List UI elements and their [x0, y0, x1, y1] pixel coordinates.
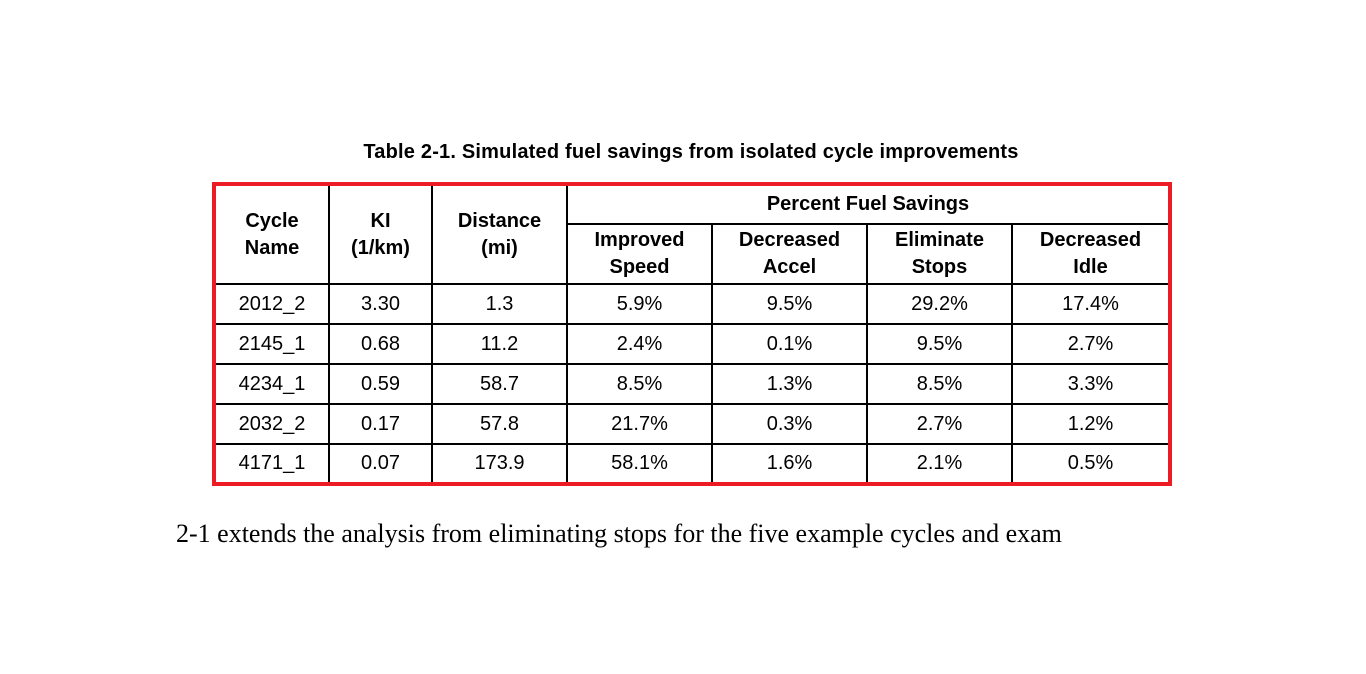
header-eliminate-stops: Eliminate Stops [866, 223, 1013, 285]
header-cycle-name: Cycle Name [213, 183, 330, 285]
header-decreased-accel: Decreased Accel [711, 223, 868, 285]
cell-cycle-name: 2012_2 [213, 283, 330, 325]
table-caption: Table 2-1. Simulated fuel savings from i… [363, 141, 1019, 163]
cell-decreased-idle: 2.7% [1011, 323, 1171, 365]
cell-eliminate-stops: 8.5% [866, 363, 1013, 405]
table-row: 2145_1 0.68 11.2 2.4% 0.1% 9.5% 2.7% [213, 323, 1171, 365]
cell-distance: 11.2 [431, 323, 568, 365]
header-row-top: Cycle Name KI (1/km) Distance (mi) Perce… [213, 183, 1171, 285]
cell-decreased-accel: 9.5% [711, 283, 868, 325]
cell-cycle-name: 2145_1 [213, 323, 330, 365]
cell-decreased-idle: 0.5% [1011, 443, 1171, 485]
cell-ki: 0.59 [328, 363, 433, 405]
table-row: 4171_1 0.07 173.9 58.1% 1.6% 2.1% 0.5% [213, 443, 1171, 485]
header-improved-speed: Improved Speed [566, 223, 713, 285]
cell-distance: 58.7 [431, 363, 568, 405]
cell-decreased-accel: 0.3% [711, 403, 868, 445]
cell-eliminate-stops: 29.2% [866, 283, 1013, 325]
cell-eliminate-stops: 2.7% [866, 403, 1013, 445]
fuel-savings-table: Cycle Name KI (1/km) Distance (mi) Perce… [212, 182, 1172, 486]
cell-decreased-accel: 1.3% [711, 363, 868, 405]
cell-distance: 173.9 [431, 443, 568, 485]
header-ki: KI (1/km) [328, 183, 433, 285]
cell-ki: 0.68 [328, 323, 433, 365]
cell-improved-speed: 5.9% [566, 283, 713, 325]
header-row-sub: Improved Speed Decreased Accel Eliminate… [214, 223, 1171, 285]
body-paragraph: 2-1 extends the analysis from eliminatin… [176, 519, 1062, 548]
cell-ki: 0.07 [328, 443, 433, 485]
cell-decreased-idle: 17.4% [1011, 283, 1171, 325]
table-row: 4234_1 0.59 58.7 8.5% 1.3% 8.5% 3.3% [213, 363, 1171, 405]
cell-improved-speed: 58.1% [566, 443, 713, 485]
cell-improved-speed: 21.7% [566, 403, 713, 445]
cell-decreased-accel: 1.6% [711, 443, 868, 485]
cell-eliminate-stops: 9.5% [866, 323, 1013, 365]
table-row: 2012_2 3.30 1.3 5.9% 9.5% 29.2% 17.4% [213, 283, 1171, 325]
cell-distance: 1.3 [431, 283, 568, 325]
table-row: 2032_2 0.17 57.8 21.7% 0.3% 2.7% 1.2% [213, 403, 1171, 445]
cell-improved-speed: 8.5% [566, 363, 713, 405]
cell-decreased-idle: 1.2% [1011, 403, 1171, 445]
cell-ki: 3.30 [328, 283, 433, 325]
cell-cycle-name: 4171_1 [213, 443, 330, 485]
cell-eliminate-stops: 2.1% [866, 443, 1013, 485]
cell-improved-speed: 2.4% [566, 323, 713, 365]
cell-decreased-accel: 0.1% [711, 323, 868, 365]
cell-cycle-name: 2032_2 [213, 403, 330, 445]
cell-ki: 0.17 [328, 403, 433, 445]
header-decreased-idle: Decreased Idle [1011, 223, 1171, 285]
cell-distance: 57.8 [431, 403, 568, 445]
cell-cycle-name: 4234_1 [213, 363, 330, 405]
cell-decreased-idle: 3.3% [1011, 363, 1171, 405]
header-distance: Distance (mi) [431, 183, 568, 285]
header-percent-fuel-savings: Percent Fuel Savings [566, 183, 1171, 225]
